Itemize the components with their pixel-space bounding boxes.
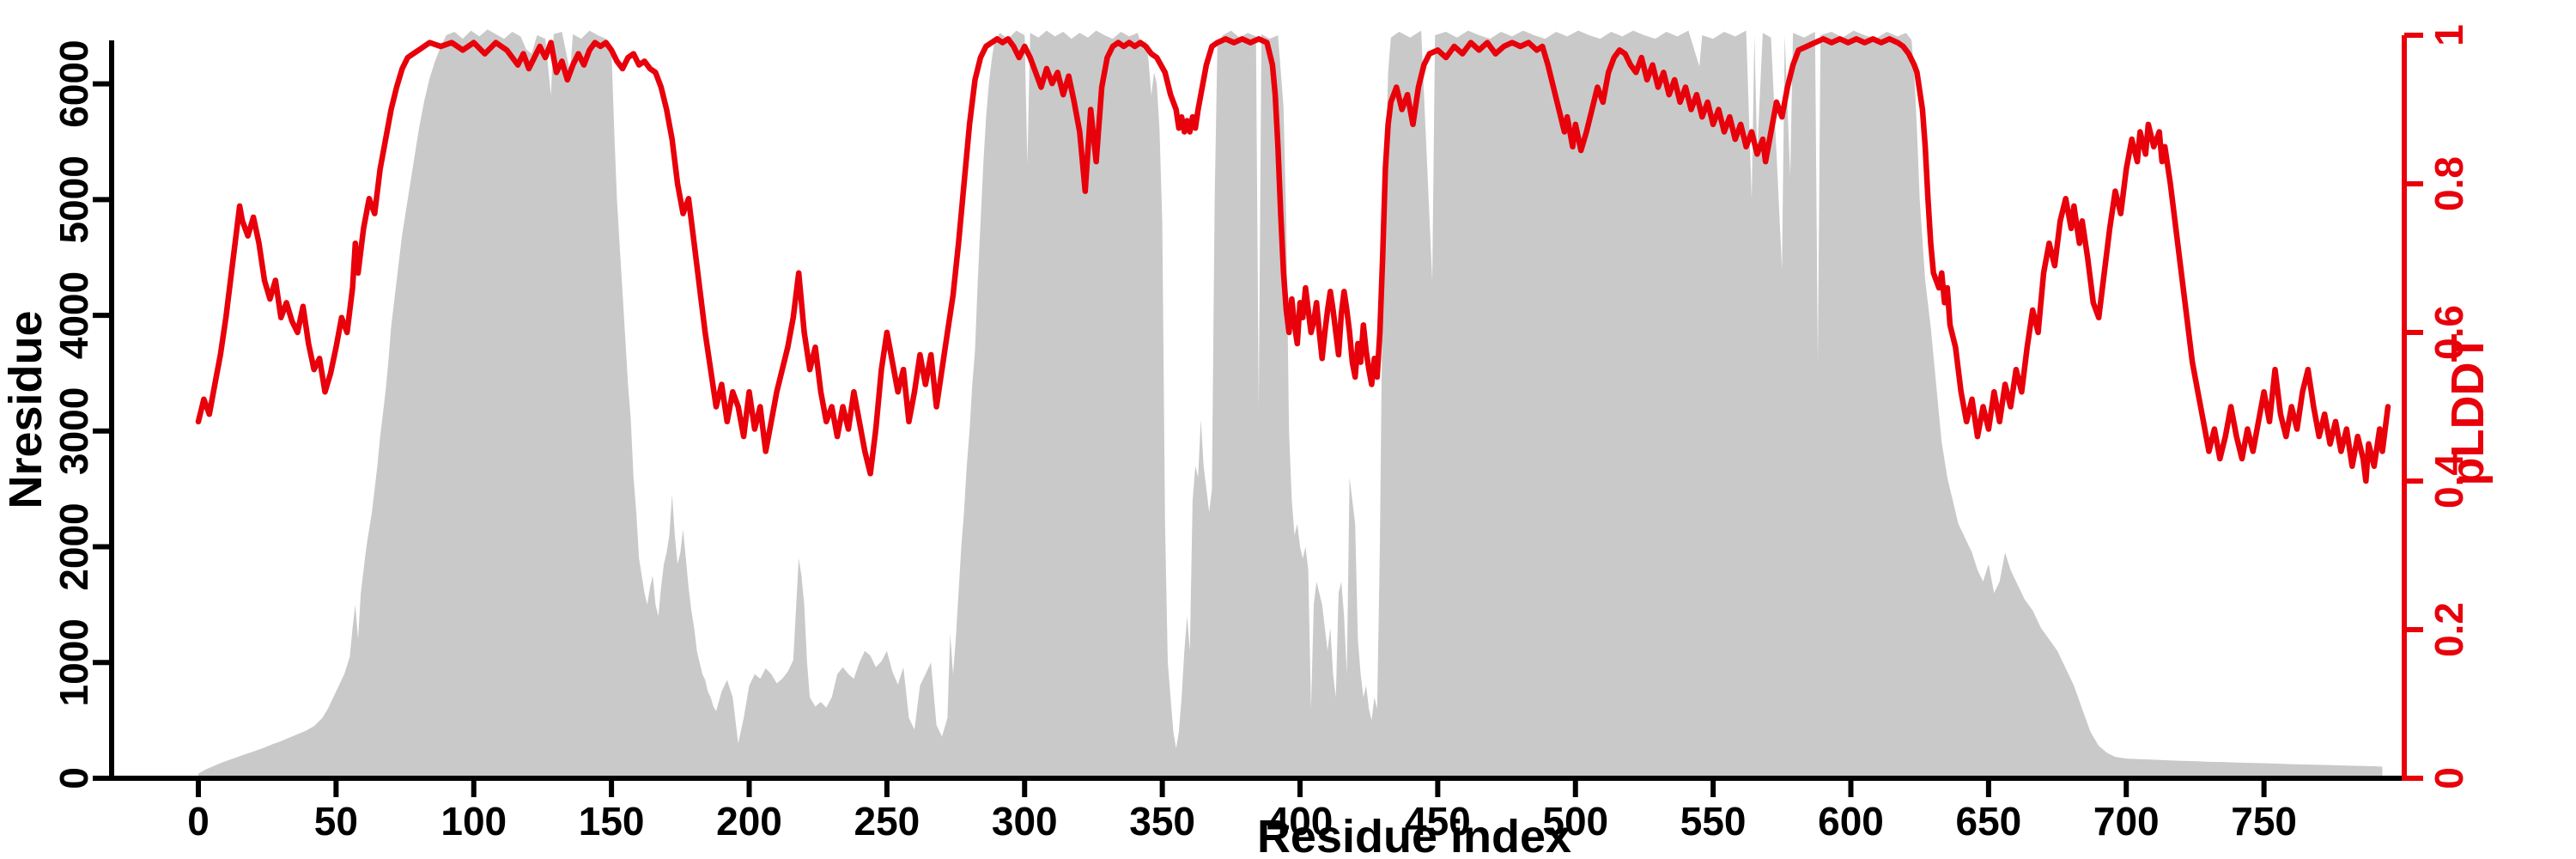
svg-text:0: 0 (187, 799, 210, 844)
svg-text:650: 650 (1956, 799, 2022, 844)
svg-text:0.8: 0.8 (2427, 156, 2471, 211)
svg-text:5000: 5000 (52, 155, 96, 243)
svg-text:700: 700 (2093, 799, 2160, 844)
svg-text:300: 300 (992, 799, 1058, 844)
svg-text:400: 400 (1267, 799, 1334, 844)
svg-text:550: 550 (1680, 799, 1747, 844)
svg-text:0: 0 (52, 767, 96, 789)
svg-text:600: 600 (1818, 799, 1884, 844)
left-axis-tick-labels: 0 1000 2000 3000 4000 5000 6000 (52, 40, 96, 789)
axes (93, 33, 2423, 797)
svg-text:500: 500 (1542, 799, 1608, 844)
svg-text:6000: 6000 (52, 40, 96, 127)
x-axis-title: Residue index (1257, 811, 1571, 859)
svg-text:50: 50 (314, 799, 358, 844)
svg-text:750: 750 (2231, 799, 2297, 844)
svg-text:200: 200 (716, 799, 782, 844)
svg-text:0.4: 0.4 (2427, 454, 2471, 509)
svg-text:450: 450 (1405, 799, 1471, 844)
svg-text:100: 100 (440, 799, 507, 844)
svg-text:2000: 2000 (52, 503, 96, 590)
svg-text:0: 0 (2427, 767, 2471, 789)
right-axis-title: pLDDT (2442, 334, 2494, 486)
svg-text:3000: 3000 (52, 387, 96, 475)
right-axis-tick-labels: 0 0.2 0.4 0.6 0.8 1 (2427, 24, 2471, 789)
svg-text:1000: 1000 (52, 618, 96, 706)
svg-text:250: 250 (854, 799, 920, 844)
left-axis-title: Nresidue (0, 310, 52, 509)
plddt-line-series (195, 36, 2391, 484)
svg-text:0.6: 0.6 (2427, 305, 2471, 360)
svg-text:350: 350 (1129, 799, 1195, 844)
nresidue-area-series (198, 29, 2383, 779)
svg-text:1: 1 (2427, 24, 2471, 46)
svg-text:150: 150 (579, 799, 645, 844)
x-axis-tick-labels: 0 50 100 150 200 250 300 350 400 450 500 550 600 650 7… (187, 799, 2297, 844)
svg-text:4000: 4000 (52, 271, 96, 359)
svg-text:0.2: 0.2 (2427, 602, 2471, 657)
